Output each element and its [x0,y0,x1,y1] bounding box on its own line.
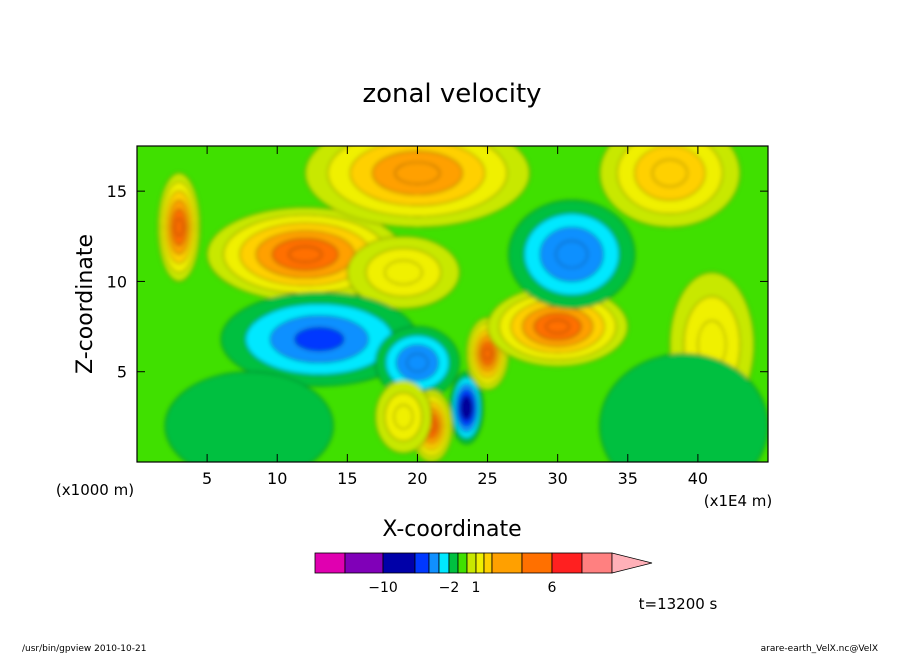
colorbar-segment [483,552,493,574]
x-tick-label: 20 [407,469,427,488]
contour-region [288,246,322,263]
colorbar-segment [581,552,613,574]
x-tick-label: 35 [618,469,638,488]
contour-region [463,401,470,415]
contour-region [175,217,183,237]
contour-region [394,161,441,185]
y-tick-label: 10 [107,272,127,291]
time-annotation: t=13200 s [639,595,718,613]
colorbar-segment [448,552,459,574]
colorbar-segment [466,552,477,574]
contour-region [555,240,588,269]
plot-area [136,145,769,463]
x-axis-units: (x1E4 m) [704,492,773,510]
colorbar-segment [382,552,416,574]
contour-region [406,353,429,373]
colorbar-segment [551,552,583,574]
footer-left: /usr/bin/gpview 2010-10-21 [22,644,146,654]
colorbar-segment [438,552,450,574]
colorbar-segment [457,552,468,574]
colorbar-tick-label: −10 [368,580,398,596]
y-axis: 5 10 15 [107,182,768,382]
contour-region [483,347,492,360]
x-tick-label: 30 [547,469,567,488]
contour-region [545,319,570,334]
contour-region [164,371,334,462]
colorbar [314,552,653,574]
y-axis-units: (x1000 m) [56,481,134,499]
x-tick-label: 5 [202,469,212,488]
x-axis: 5 10 15 20 25 30 35 40 [202,146,708,488]
contour-region [652,159,688,187]
x-tick-label: 10 [267,469,287,488]
colorbar-segment [314,552,346,574]
colorbar-tick-label: −2 [439,580,460,596]
y-tick-label: 15 [107,182,127,201]
colorbar-segment [428,552,440,574]
colorbar-tick-label: 1 [472,580,481,596]
colorbar-segment [521,552,553,574]
colorbar-tick-label: 6 [548,580,557,596]
colorbar-extension [611,552,653,574]
x-tick-label: 25 [477,469,497,488]
colorbar-segment [344,552,384,574]
footer-right: arare-earth_VelX.nc@VelX [761,644,878,654]
x-axis-label: X-coordinate [382,517,521,542]
y-tick-label: 5 [117,363,127,382]
plot-frame [136,145,769,463]
colorbar-segment [491,552,523,574]
contour-region [384,260,423,285]
x-tick-label: 15 [337,469,357,488]
colorbar-labels: −10 −2 1 6 [368,580,556,596]
contour-region [393,404,414,430]
colorbar-segment [414,552,430,574]
x-tick-label: 40 [688,469,708,488]
y-axis-label: Z-coordinate [73,234,98,374]
contour-field [157,146,768,462]
contour-region [294,327,345,352]
chart-title: zonal velocity [362,79,541,109]
colorbar-segment [475,552,485,574]
